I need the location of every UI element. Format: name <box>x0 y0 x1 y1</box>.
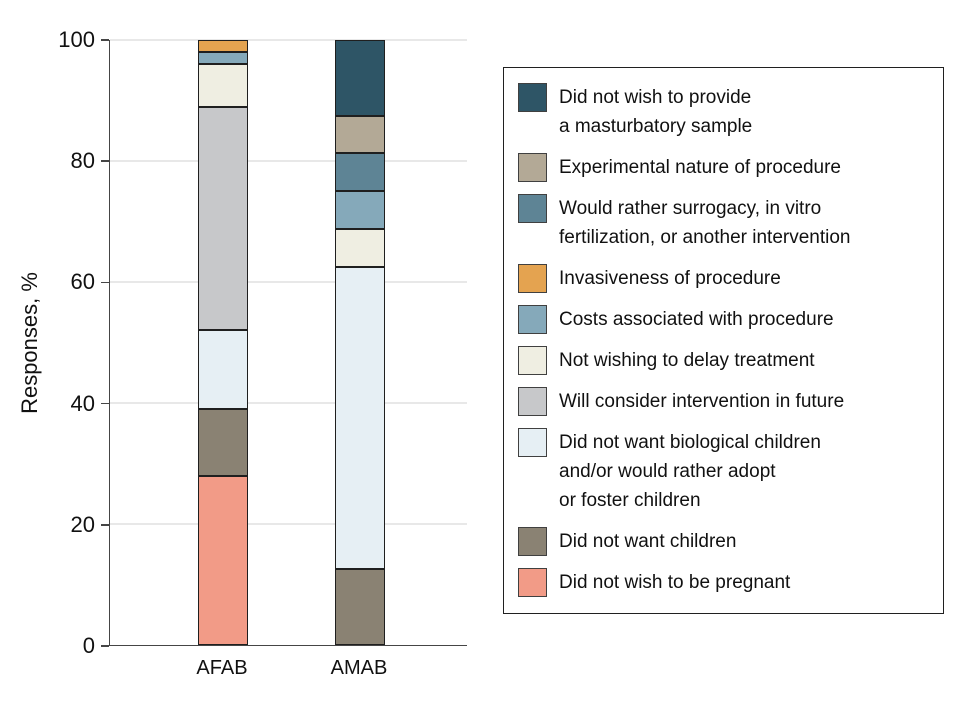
legend-item-label: Not wishing to delay treatment <box>559 350 815 371</box>
y-tick-label-100: 100 <box>58 27 95 52</box>
segment-afab-not-wishing-to-delay-treatment <box>198 64 248 107</box>
segment-amab-would-rather-surrogacy-in-vitro <box>335 153 385 192</box>
legend-item-label: Did not want children <box>559 531 737 552</box>
segment-amab-did-not-want-biological-children <box>335 266 385 570</box>
legend-item-label: Did not wish to be pregnant <box>559 572 791 593</box>
legend-item: Did not want biological children and/or … <box>518 428 929 515</box>
segment-afab-did-not-want-biological-children <box>198 330 248 410</box>
legend-box: Did not wish to provide a masturbatory s… <box>503 67 944 614</box>
legend-item-label: Experimental nature of procedure <box>559 157 841 178</box>
x-axis-label-afab: AFAB <box>196 657 248 679</box>
x-axis-labels: AFAB AMAB <box>0 657 957 687</box>
legend-swatch-icon <box>518 428 547 457</box>
y-tick-mark-100 <box>101 39 109 41</box>
legend-swatch-icon <box>518 153 547 182</box>
legend-item-label: Did not want biological children and/or … <box>559 432 821 511</box>
x-axis-label-amab: AMAB <box>330 657 388 679</box>
gridline-40 <box>110 402 467 404</box>
segment-afab-did-not-want-children <box>198 409 248 476</box>
legend-swatch-icon <box>518 346 547 375</box>
segment-afab-costs-associated-with-procedure <box>198 52 248 65</box>
y-tick-label-60: 60 <box>70 269 95 295</box>
gridline-80 <box>110 160 467 162</box>
y-tick-mark-0 <box>101 645 109 647</box>
segment-amab-did-not-want-children <box>335 569 385 645</box>
legend-item: Costs associated with procedure <box>518 305 929 334</box>
gridline-20 <box>110 523 467 525</box>
segment-afab-invasiveness-of-procedure <box>198 40 248 53</box>
segment-afab-did-not-wish-to-be-pregnant <box>198 475 248 645</box>
legend-item-label: Will consider intervention in future <box>559 391 845 412</box>
legend-item: Did not wish to be pregnant <box>518 568 929 597</box>
y-tick-mark-60 <box>101 281 109 284</box>
y-tick-mark-40 <box>101 402 109 405</box>
y-tick-label-80: 80 <box>70 148 95 174</box>
legend-swatch-icon <box>518 387 547 416</box>
segment-amab-experimental-nature-of-procedure <box>335 115 385 154</box>
legend-swatch-icon <box>518 264 547 293</box>
gridline-100 <box>110 39 467 41</box>
legend-item: Experimental nature of procedure <box>518 153 929 182</box>
legend-item: Will consider intervention in future <box>518 387 929 416</box>
segment-amab-costs-associated-with-procedure <box>335 191 385 230</box>
bar-amab <box>335 40 385 645</box>
legend-item: Would rather surrogacy, in vitro fertili… <box>518 194 929 252</box>
legend-swatch-icon <box>518 568 547 597</box>
segment-amab-did-not-wish-to-provide-a-mastur <box>335 40 385 116</box>
legend-item-label: Costs associated with procedure <box>559 309 834 330</box>
y-axis-title: Responses, % <box>17 272 42 414</box>
legend-item: Not wishing to delay treatment <box>518 346 929 375</box>
y-axis: 0 20 40 60 80 100 <box>0 27 109 658</box>
y-tick-mark-20 <box>101 524 109 526</box>
y-tick-label-0: 0 <box>82 633 95 658</box>
legend-swatch-icon <box>518 527 547 556</box>
bar-afab <box>198 40 248 645</box>
legend-item: Invasiveness of procedure <box>518 264 929 293</box>
legend-item-label: Did not wish to provide a masturbatory s… <box>559 87 753 137</box>
legend-swatch-icon <box>518 305 547 334</box>
y-tick-label-20: 20 <box>70 511 95 537</box>
legend-item-label: Invasiveness of procedure <box>559 268 781 289</box>
y-tick-label-40: 40 <box>70 390 95 416</box>
segment-afab-will-consider-intervention-in-fu <box>198 106 248 331</box>
legend-item: Did not want children <box>518 527 929 556</box>
plot-area <box>109 39 467 646</box>
legend-swatch-icon <box>518 194 547 223</box>
legend-swatch-icon <box>518 83 547 112</box>
y-tick-mark-80 <box>101 160 109 162</box>
segment-amab-not-wishing-to-delay-treatment <box>335 229 385 267</box>
gridline-60 <box>110 281 467 283</box>
legend-item-label: Would rather surrogacy, in vitro fertili… <box>559 198 851 248</box>
legend-item: Did not wish to provide a masturbatory s… <box>518 83 929 141</box>
